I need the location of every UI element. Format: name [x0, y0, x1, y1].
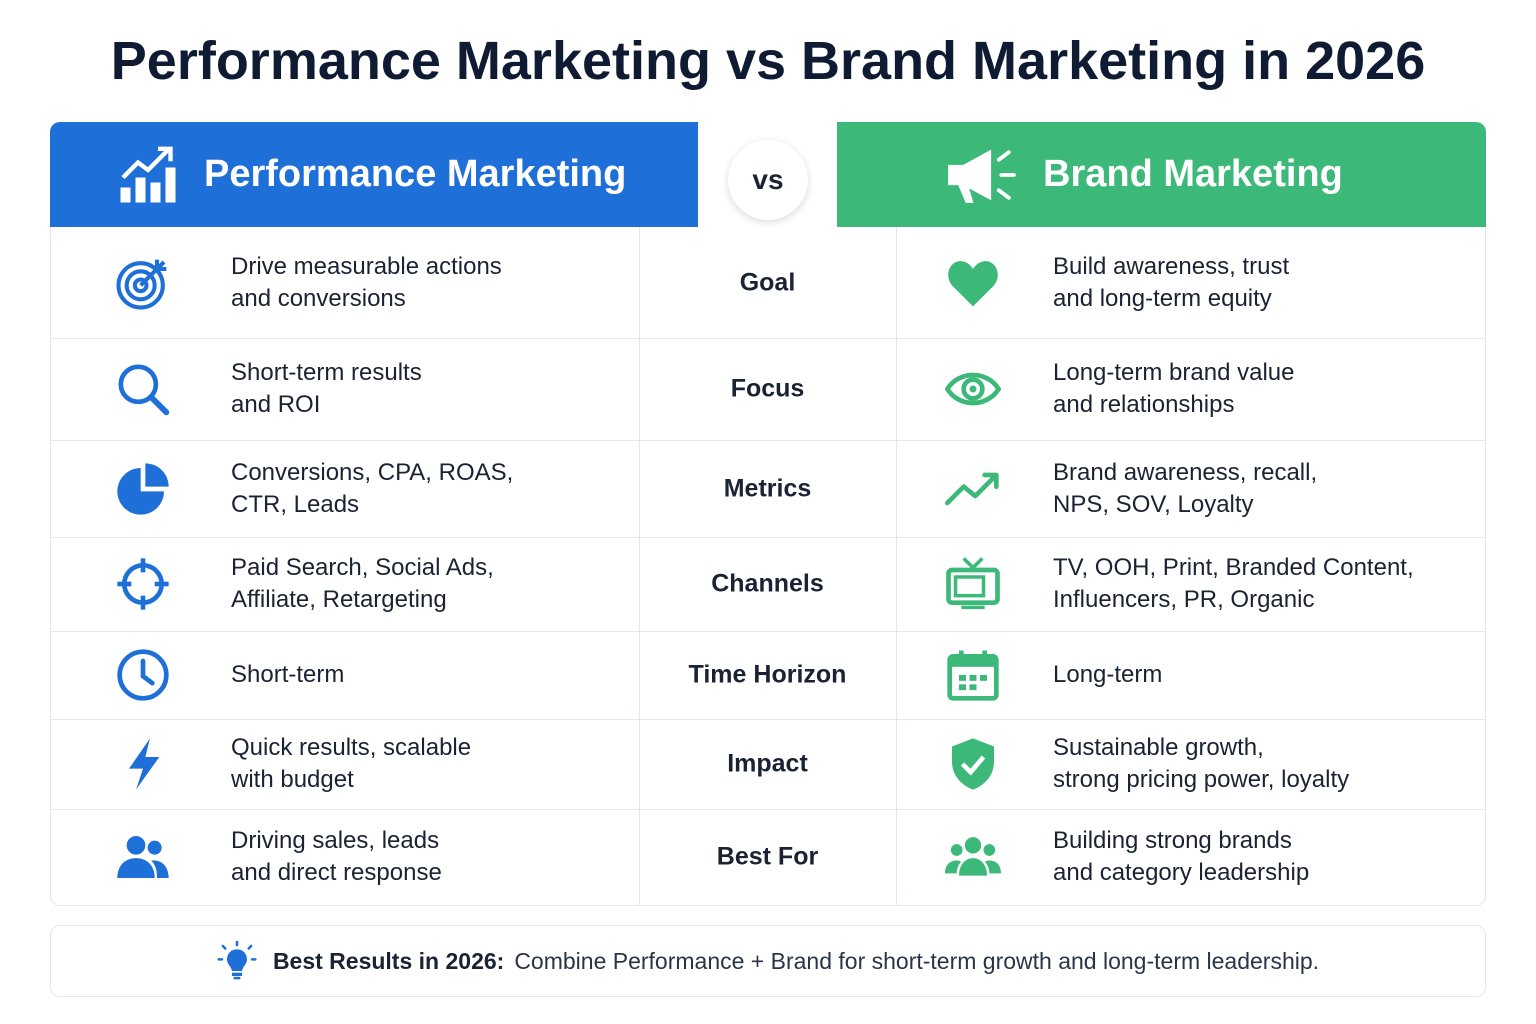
text-line: Brand awareness, recall, — [1053, 458, 1318, 486]
brand-text: Long-term brand value and relationships — [1053, 357, 1294, 421]
text-line: and conversions — [231, 284, 406, 312]
shield-icon — [952, 738, 994, 790]
brand-text: Build awareness, trust and long-term equi… — [1053, 251, 1289, 315]
performance-text: Drive measurable actions and conversions — [231, 251, 502, 315]
header-title: Performance Marketing — [204, 153, 627, 195]
brand-text: Long-term — [1053, 659, 1162, 691]
footer-note: Best Results in 2026: Combine Performanc… — [50, 925, 1486, 997]
text-line: with budget — [231, 766, 354, 793]
clock-icon — [117, 649, 169, 701]
performance-text: Conversions, CPA, ROAS, CTR, Leads — [231, 457, 513, 521]
row-label: Best For — [716, 842, 819, 871]
text-line: and ROI — [231, 391, 321, 418]
text-line: TV, OOH, Print, Branded Content, — [1053, 554, 1414, 581]
text-line: Long-term brand value — [1053, 359, 1295, 386]
pie-icon — [117, 462, 169, 515]
text-line: Build awareness, trust — [1053, 252, 1290, 280]
comparison-table — [50, 227, 1486, 906]
column-divider — [639, 227, 640, 906]
eye-icon — [945, 372, 1001, 406]
text-line: CTR, Leads — [231, 490, 360, 518]
performance-text: Short-term — [231, 659, 344, 691]
text-line: and direct response — [231, 859, 442, 886]
text-line: Building strong brands — [1053, 827, 1292, 854]
performance-text: Short-term results and ROI — [231, 357, 422, 421]
text-line: NPS, SOV, Loyalty — [1053, 490, 1254, 518]
row-label: Impact — [727, 749, 808, 778]
table-row: Drive measurable actions and conversions … — [51, 227, 1485, 339]
table-row: Driving sales, leads and direct response … — [51, 809, 1485, 905]
header-title: Brand Marketing — [1043, 153, 1343, 195]
text-line: Long-term — [1053, 661, 1163, 688]
calendar-icon — [947, 650, 999, 701]
footer-text: Combine Performance + Brand for short-te… — [514, 947, 1320, 974]
people-icon — [117, 836, 169, 878]
bolt-icon — [129, 738, 160, 790]
heart-icon — [948, 260, 998, 306]
text-line: and long-term equity — [1053, 284, 1272, 312]
header-brand: Brand Marketing — [837, 122, 1486, 227]
row-label: Goal — [739, 268, 796, 296]
vs-badge: vs — [728, 140, 808, 220]
text-line: Short-term — [231, 661, 345, 688]
performance-text: Paid Search, Social Ads, Affiliate, Retar… — [231, 552, 494, 616]
text-line: Influencers, PR, Organic — [1053, 586, 1315, 613]
row-label: Channels — [711, 569, 824, 598]
text-line: Driving sales, leads — [231, 827, 440, 854]
text-line: Short-term results — [231, 359, 422, 386]
table-row: Short-term Time Horizon Long-term — [51, 631, 1485, 720]
row-label: Time Horizon — [688, 660, 847, 689]
target-icon — [116, 259, 167, 310]
text-line: Drive measurable actions — [231, 252, 502, 280]
text-line: Quick results, scalable — [231, 734, 472, 761]
text-line: Conversions, CPA, ROAS, — [231, 458, 514, 486]
table-row: Quick results, scalable with budget Impac… — [51, 719, 1485, 810]
brand-text: Sustainable growth, strong pricing power,… — [1053, 732, 1349, 796]
trend-icon — [945, 472, 999, 505]
text-line: and relationships — [1053, 391, 1235, 418]
megaphone-icon — [948, 149, 1016, 203]
brand-text: Building strong brands and category leade… — [1053, 825, 1309, 889]
footer-bold: Best Results in 2026: — [272, 947, 505, 974]
brand-text: Brand awareness, recall, NPS, SOV, Loyalt… — [1053, 457, 1317, 521]
group-icon — [945, 837, 1001, 876]
title: Performance Marketing vs Brand Marketing… — [110, 31, 1426, 91]
text-line: and category leadership — [1053, 859, 1310, 886]
table-row: Conversions, CPA, ROAS, CTR, Leads Metric… — [51, 440, 1485, 538]
brand-text: TV, OOH, Print, Branded Content, Influenc… — [1053, 552, 1414, 616]
chart-icon — [120, 146, 176, 202]
tv-icon — [946, 557, 1000, 610]
text-line: Sustainable growth, — [1053, 734, 1264, 761]
row-label: Focus — [730, 374, 805, 403]
text-line: strong pricing power, loyalty — [1053, 766, 1350, 793]
column-divider — [896, 227, 897, 906]
performance-text: Driving sales, leads and direct response — [231, 825, 442, 889]
table-row: Short-term results and ROI Focus Long-ter… — [51, 338, 1485, 441]
text-line: Paid Search, Social Ads, — [231, 554, 494, 581]
search-icon — [118, 364, 170, 416]
text-line: Affiliate, Retargeting — [231, 586, 447, 613]
header-performance: Performance Marketing — [50, 122, 698, 227]
crosshair-icon — [117, 558, 169, 610]
performance-text: Quick results, scalable with budget — [231, 732, 471, 796]
table-row: Paid Search, Social Ads, Affiliate, Retar… — [51, 537, 1485, 632]
row-label: Metrics — [723, 474, 812, 502]
bulb-icon — [217, 941, 257, 980]
